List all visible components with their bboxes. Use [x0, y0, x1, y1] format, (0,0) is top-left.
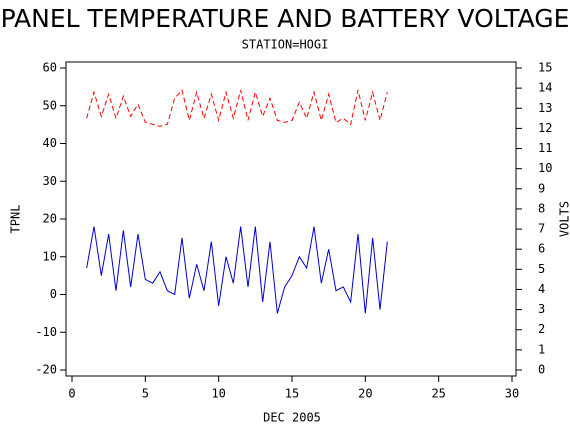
y-tick-label: 30 — [43, 174, 57, 188]
y-tick-label: 20 — [43, 212, 57, 226]
x-tick-label: 20 — [358, 387, 372, 401]
y2-tick-label: 13 — [538, 101, 552, 115]
x-tick-label: 5 — [142, 387, 149, 401]
y2-tick-label: 5 — [538, 262, 545, 276]
y-tick-label: 60 — [43, 61, 57, 75]
y-tick-label: 10 — [43, 249, 57, 263]
plot-frame — [66, 62, 516, 376]
y2-tick-label: 10 — [538, 161, 552, 175]
data-line — [87, 90, 388, 126]
x-tick-label: 10 — [211, 387, 225, 401]
y2-tick-label: 8 — [538, 201, 545, 215]
y-tick-label: -20 — [35, 363, 57, 377]
chart-title: PANEL TEMPERATURE AND BATTERY VOLTAGE — [1, 4, 570, 33]
y-tick-label: 40 — [43, 136, 57, 150]
y-tick-label: -10 — [35, 325, 57, 339]
y-tick-label: 50 — [43, 98, 57, 112]
y2-tick-label: 2 — [538, 322, 545, 336]
y2-tick-label: 0 — [538, 363, 545, 377]
y2-tick-label: 12 — [538, 121, 552, 135]
y2-tick-label: 1 — [538, 342, 545, 356]
x-tick-label: 30 — [505, 387, 519, 401]
x-tick-label: 25 — [431, 387, 445, 401]
y2-tick-label: 15 — [538, 61, 552, 75]
y2-tick-label: 6 — [538, 242, 545, 256]
x-axis-label: DEC 2005 — [263, 411, 321, 425]
y2-axis-label: VOLTS — [558, 201, 570, 237]
y2-tick-label: 14 — [538, 81, 552, 95]
chart-subtitle: STATION=HOGI — [242, 38, 329, 52]
y2-tick-label: 11 — [538, 141, 552, 155]
x-tick-label: 0 — [68, 387, 75, 401]
y2-tick-label: 3 — [538, 302, 545, 316]
y2-tick-label: 7 — [538, 222, 545, 236]
x-tick-label: 15 — [285, 387, 299, 401]
y-axis-label: TPNL — [9, 205, 23, 234]
y-tick-label: 0 — [50, 287, 57, 301]
y2-tick-label: 9 — [538, 181, 545, 195]
data-line — [87, 227, 388, 314]
y2-tick-label: 4 — [538, 282, 545, 296]
